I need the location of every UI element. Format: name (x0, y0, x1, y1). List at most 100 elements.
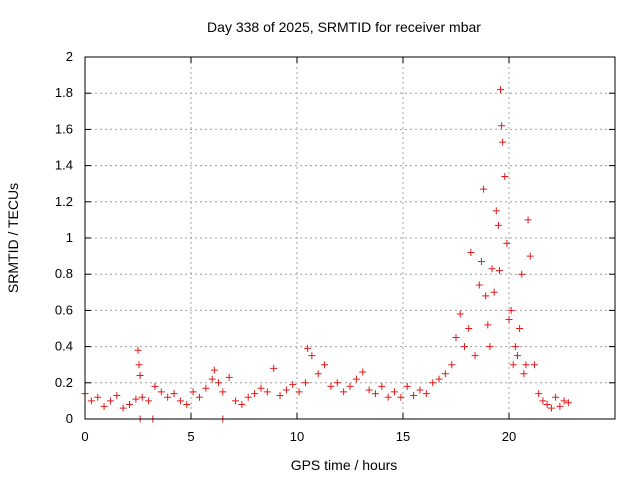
y-tick-label: 0 (66, 411, 73, 426)
data-point (157, 388, 165, 396)
data-point (499, 138, 507, 146)
data-point (210, 366, 218, 374)
data-point (460, 343, 468, 351)
data-point (422, 390, 430, 398)
data-point (151, 382, 159, 390)
data-point (176, 397, 184, 405)
data-point (486, 343, 494, 351)
data-point (494, 221, 502, 229)
data-point (352, 375, 360, 383)
data-point (308, 352, 316, 360)
data-point (547, 404, 555, 412)
data-point (132, 395, 140, 403)
data-point (497, 86, 505, 94)
data-point (238, 401, 246, 409)
data-point (560, 397, 568, 405)
y-tick-label: 1.8 (55, 85, 73, 100)
x-tick-label: 10 (290, 429, 304, 444)
data-point (340, 388, 348, 396)
data-point (467, 248, 475, 256)
data-point (321, 361, 329, 369)
data-point (513, 352, 521, 360)
data-point (456, 310, 464, 318)
y-tick-label: 0.4 (55, 339, 73, 354)
data-point (516, 325, 524, 332)
data-point (441, 370, 449, 378)
data-point (195, 393, 203, 401)
data-point (282, 386, 290, 394)
data-point (365, 386, 373, 394)
data-point (202, 384, 210, 392)
data-point (289, 381, 297, 389)
data-point (520, 370, 528, 378)
data-point (509, 361, 517, 369)
data-point (371, 390, 379, 398)
y-tick-label: 1.4 (55, 158, 73, 173)
data-point (100, 402, 108, 410)
data-point (526, 252, 534, 260)
data-point (314, 370, 322, 378)
data-point (480, 185, 488, 193)
grid-lines (85, 57, 615, 419)
y-tick-label: 1 (66, 230, 73, 245)
data-point (244, 393, 252, 401)
data-point (126, 401, 134, 409)
data-point (276, 391, 284, 399)
data-point (429, 379, 437, 387)
axis-ticks: 00.20.40.60.811.21.41.61.820 5 10 15 20 (55, 49, 615, 444)
data-point (225, 373, 233, 381)
data-point (477, 258, 485, 266)
data-point (183, 401, 191, 409)
data-point (564, 399, 572, 407)
data-point (522, 361, 530, 369)
data-point (346, 382, 354, 390)
data-point (507, 306, 515, 314)
data-point (530, 361, 538, 369)
data-point (270, 364, 278, 372)
data-point (391, 388, 399, 396)
data-point (397, 393, 405, 401)
data-point (304, 344, 312, 352)
data-point (524, 216, 532, 224)
data-points (81, 86, 572, 423)
data-point (113, 391, 121, 399)
data-point (471, 352, 479, 360)
data-point (416, 386, 424, 394)
data-point (403, 382, 411, 390)
data-point (136, 372, 144, 380)
data-point (488, 265, 496, 273)
data-point (498, 122, 506, 130)
data-point (170, 390, 178, 398)
data-point (295, 388, 303, 396)
data-point (106, 397, 114, 405)
data-point (333, 379, 341, 387)
data-point (505, 315, 513, 323)
y-tick-label: 0.2 (55, 375, 73, 390)
data-point (208, 375, 216, 383)
x-tick-label: 20 (502, 429, 516, 444)
data-point (543, 401, 551, 409)
data-point (556, 402, 564, 410)
x-axis-label: GPS time / hours (291, 457, 398, 473)
y-tick-label: 0.8 (55, 266, 73, 281)
data-point (410, 391, 418, 399)
data-point (359, 368, 367, 376)
data-point (257, 384, 265, 392)
data-point (384, 393, 392, 401)
data-point (503, 239, 511, 247)
data-point (482, 292, 490, 300)
data-point (552, 393, 560, 401)
y-axis-label: SRMTID / TECUs (5, 183, 21, 293)
data-point (87, 397, 95, 405)
data-point (135, 361, 143, 369)
data-point (435, 375, 443, 383)
data-point (475, 281, 483, 289)
data-point (378, 382, 386, 390)
data-point (448, 361, 456, 369)
y-tick-label: 2 (66, 49, 73, 64)
x-tick-label: 5 (187, 429, 194, 444)
data-point (492, 207, 500, 215)
data-point (119, 404, 127, 412)
